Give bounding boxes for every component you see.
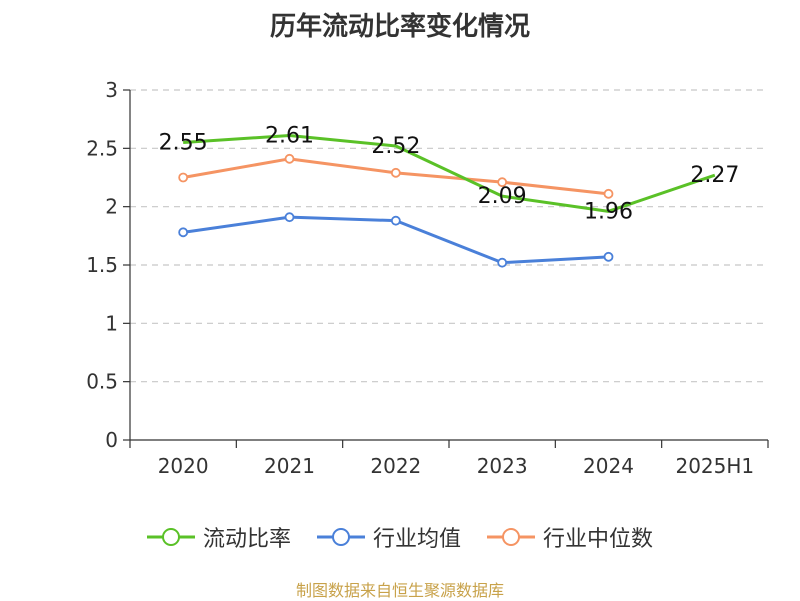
data-label: 2.55 bbox=[159, 131, 208, 156]
data-point bbox=[497, 177, 508, 188]
data-labels: 2.55 2.61 2.52 2.09 1.96 2.27 bbox=[159, 124, 740, 225]
series-line bbox=[183, 134, 716, 213]
x-tick-label: 2025H1 bbox=[675, 454, 754, 478]
data-label: 2.27 bbox=[690, 163, 739, 188]
grid-lines bbox=[130, 89, 768, 383]
y-tick-label: 2.5 bbox=[86, 136, 118, 160]
x-tick-label: 2021 bbox=[264, 454, 315, 478]
x-tick-label: 2022 bbox=[370, 454, 421, 478]
legend-item[interactable]: 行业均值 bbox=[316, 521, 461, 553]
data-point bbox=[497, 257, 508, 268]
legend-item[interactable]: 流动比率 bbox=[146, 521, 291, 553]
legend-swatch-marker bbox=[161, 528, 180, 546]
x-tick-label: 2024 bbox=[583, 454, 634, 478]
x-tick-label: 2023 bbox=[477, 454, 528, 478]
source-note: 制图数据来自恒生聚源数据库 bbox=[295, 581, 504, 600]
data-label: 2.09 bbox=[478, 184, 527, 209]
legend-swatch bbox=[316, 528, 365, 546]
legend-item[interactable]: 行业中位数 bbox=[487, 521, 653, 553]
data-label: 2.52 bbox=[371, 134, 420, 159]
y-tick-label: 0.5 bbox=[86, 370, 118, 394]
x-tick-label: 2020 bbox=[158, 454, 209, 478]
chart-title: 历年流动比率变化情况 bbox=[269, 12, 530, 42]
data-point bbox=[390, 215, 401, 226]
y-tick-label: 3 bbox=[105, 78, 118, 102]
y-tick-label: 1.5 bbox=[86, 253, 118, 277]
legend-label: 行业均值 bbox=[372, 527, 461, 552]
data-point bbox=[284, 153, 295, 164]
data-label: 1.96 bbox=[584, 199, 633, 224]
data-point bbox=[178, 227, 189, 238]
legend-swatch bbox=[487, 528, 535, 546]
series-group bbox=[178, 134, 716, 268]
data-point bbox=[178, 172, 189, 183]
legend-label: 流动比率 bbox=[202, 527, 291, 552]
legend-label: 行业中位数 bbox=[543, 527, 654, 552]
data-point bbox=[390, 167, 401, 178]
data-label: 2.61 bbox=[265, 124, 314, 149]
data-point bbox=[603, 251, 614, 262]
axes: 0 0.5 1 1.5 2 2.5 3 2020 2021 2022 2023 2024 2025H1 bbox=[86, 78, 769, 478]
y-tick-label: 2 bbox=[105, 195, 118, 219]
y-tick-label: 0 bbox=[105, 428, 118, 452]
data-point bbox=[284, 212, 295, 223]
legend-swatch-marker bbox=[502, 528, 520, 546]
legend-swatch-marker bbox=[331, 528, 350, 546]
legend-swatch bbox=[146, 528, 195, 546]
legend: 流动比率 行业均值 行业中位数 bbox=[0, 519, 800, 555]
data-point bbox=[603, 188, 614, 199]
y-tick-label: 1 bbox=[105, 311, 118, 335]
